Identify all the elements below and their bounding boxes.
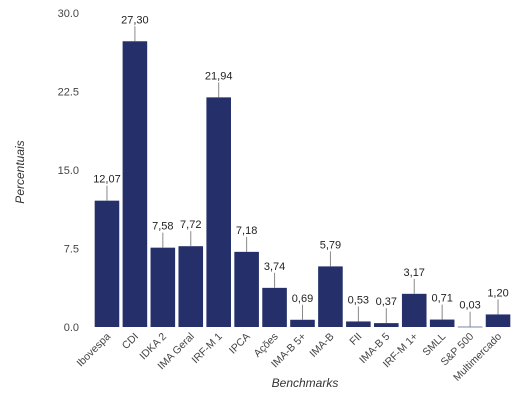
error-bars-group (106, 26, 499, 327)
x-category-label: Ibovespa (74, 331, 113, 370)
y-tick-label: 7.5 (64, 244, 79, 256)
bars-group (94, 41, 511, 328)
value-label: 3,74 (264, 261, 285, 273)
bar (94, 200, 120, 327)
value-label: 12,07 (93, 174, 121, 186)
bar (150, 247, 176, 327)
bar (290, 319, 315, 327)
y-tick-label: 22.5 (58, 87, 79, 99)
bar (401, 293, 427, 327)
bar (206, 97, 231, 328)
value-labels-group: 12,07 27,30 7,58 7,72 21,94 7,18 3,74 0,69 5,79 0… (93, 14, 509, 311)
bar (346, 321, 371, 327)
bar (485, 314, 511, 327)
x-category-label: FII (347, 331, 364, 348)
y-tick-label: 30.0 (58, 8, 79, 20)
x-category-label: IPCA (227, 331, 253, 357)
bar (457, 326, 483, 328)
value-label: 27,30 (121, 14, 149, 26)
x-category-label: IRF-M 1 (190, 331, 225, 366)
bar (262, 287, 287, 327)
bar (234, 251, 259, 327)
value-label: 3,17 (404, 267, 425, 279)
value-label: 7,72 (180, 219, 201, 231)
value-label: 1,20 (487, 287, 508, 299)
value-label: 7,18 (236, 225, 257, 237)
bar (318, 266, 343, 327)
x-category-label: CDI (120, 331, 141, 352)
y-tick-label: 15.0 (58, 165, 79, 177)
bar (178, 246, 204, 327)
value-label: 5,79 (320, 239, 341, 251)
y-tick-label: 0.0 (64, 322, 79, 334)
y-axis-title: Percentuais (13, 140, 27, 203)
bar (429, 319, 455, 327)
y-axis-ticks: 0.0 7.5 15.0 22.5 30.0 (58, 8, 79, 334)
bar (122, 41, 148, 327)
value-label: 0,69 (292, 293, 313, 305)
value-label: 7,58 (152, 221, 173, 233)
value-label: 0,03 (459, 300, 480, 312)
value-label: 0,53 (348, 294, 369, 306)
bar (374, 323, 399, 327)
x-axis-title: Benchmarks (272, 376, 339, 390)
value-label: 21,94 (205, 70, 233, 82)
value-label: 0,71 (431, 293, 452, 305)
value-label: 0,37 (376, 296, 397, 308)
x-category-label: IMA-B (307, 331, 336, 360)
